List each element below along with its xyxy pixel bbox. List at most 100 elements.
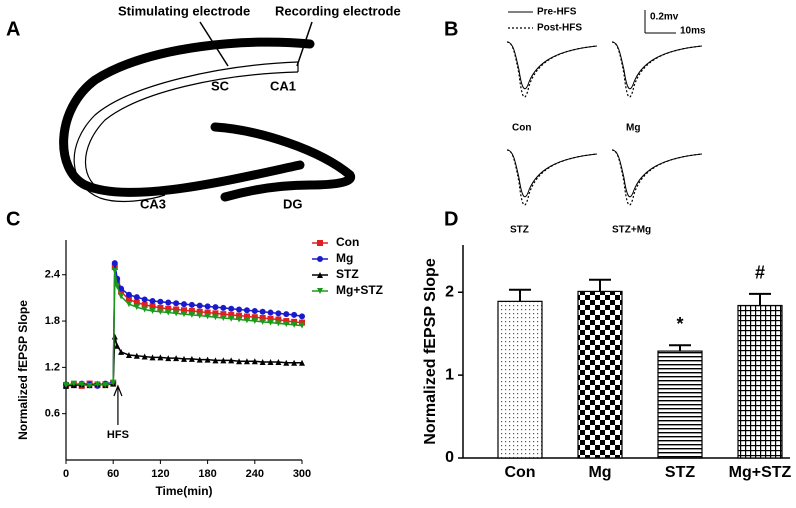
marker [86, 382, 93, 389]
marker [141, 306, 148, 313]
marker [181, 301, 187, 308]
marker [267, 315, 274, 322]
marker [251, 308, 258, 315]
marker [173, 355, 180, 362]
marker [149, 308, 156, 315]
marker [173, 300, 180, 307]
marker [196, 312, 203, 319]
x-tick-label: Con [504, 464, 535, 481]
marker [141, 301, 148, 308]
marker [196, 356, 203, 363]
marker [267, 319, 274, 326]
marker [228, 311, 235, 318]
marker [196, 308, 203, 315]
marker [173, 306, 180, 313]
marker [267, 358, 274, 365]
marker [133, 299, 140, 306]
error-bar [589, 278, 611, 292]
marker [204, 356, 211, 363]
marker [299, 359, 305, 366]
x-tick-label: 60 [107, 468, 119, 480]
marker [125, 352, 132, 359]
marker [188, 355, 195, 362]
legend-label: Con [336, 235, 359, 249]
trace-label: Con [512, 123, 531, 134]
marker [259, 318, 266, 325]
marker [267, 309, 274, 316]
marker [196, 302, 203, 309]
marker [63, 382, 69, 389]
error-bar [669, 344, 691, 352]
marker [118, 348, 125, 355]
marker [251, 314, 258, 321]
marker [165, 355, 172, 362]
marker [251, 358, 258, 365]
marker [157, 304, 164, 311]
x-tick-label: 300 [293, 468, 311, 480]
marker [251, 318, 258, 325]
series-line [65, 266, 303, 387]
x-tick-label: 180 [198, 468, 216, 480]
diagram-label: Recording electrode [275, 3, 401, 18]
marker [212, 304, 219, 311]
x-tick-label: 120 [151, 468, 169, 480]
y-tick-label: 0.6 [45, 408, 60, 420]
significance-mark: # [755, 263, 765, 283]
bar [577, 290, 623, 459]
diagram-label: DG [283, 196, 303, 211]
marker [236, 316, 243, 323]
marker [204, 309, 211, 316]
marker [291, 359, 298, 366]
marker [133, 294, 140, 301]
x-tick-label: 0 [63, 468, 69, 480]
marker [243, 307, 250, 314]
marker [220, 311, 227, 318]
y-tick-label: 2 [445, 283, 454, 300]
marker [157, 354, 164, 361]
marker [188, 311, 195, 318]
marker [228, 357, 235, 364]
marker [212, 357, 219, 364]
significance-mark: * [676, 314, 683, 334]
marker [181, 355, 187, 362]
y-tick-label: 2.4 [45, 269, 61, 281]
marker [149, 354, 156, 361]
marker [259, 308, 266, 315]
diagram-label: Stimulating electrode [118, 3, 250, 18]
y-axis-label: Normalized fEPSP Slope [16, 300, 30, 440]
series-line [65, 263, 303, 387]
marker [291, 321, 298, 328]
panel-label: A [6, 18, 20, 40]
marker [283, 359, 290, 366]
marker [259, 358, 266, 365]
marker [299, 313, 305, 320]
marker [133, 304, 140, 311]
marker [283, 311, 290, 318]
marker [275, 320, 282, 327]
marker [181, 307, 187, 314]
marker [70, 380, 77, 387]
marker [299, 319, 305, 326]
panel-label: B [444, 18, 458, 40]
marker [275, 316, 282, 323]
x-tick-label: STZ [665, 464, 695, 481]
marker [236, 358, 243, 365]
marker [259, 314, 266, 321]
legend-label: Post-HFS [537, 23, 582, 34]
marker [165, 299, 172, 306]
marker [291, 318, 298, 325]
diagram-label: CA1 [270, 78, 296, 93]
trace-label: Mg [626, 123, 640, 134]
marker [94, 381, 101, 388]
marker [317, 272, 323, 278]
marker [275, 358, 282, 365]
marker [283, 321, 290, 328]
marker [149, 297, 156, 304]
marker [243, 358, 250, 365]
marker [204, 303, 211, 310]
marker [111, 333, 118, 340]
marker [111, 267, 118, 274]
marker [118, 288, 125, 295]
marker [188, 301, 195, 308]
